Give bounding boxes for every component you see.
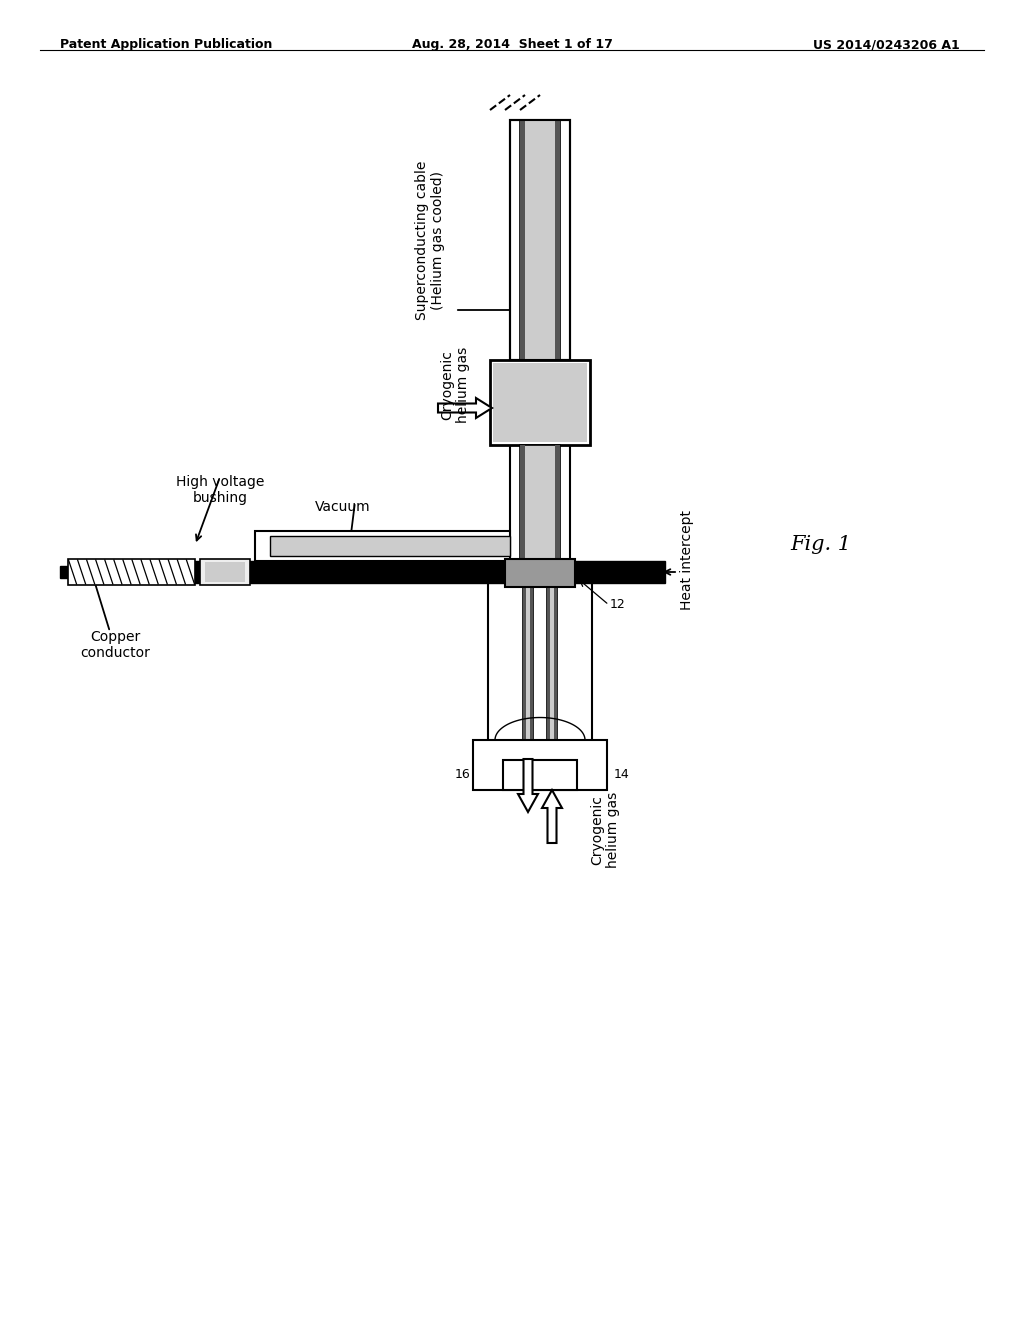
Text: Aug. 28, 2014  Sheet 1 of 17: Aug. 28, 2014 Sheet 1 of 17 bbox=[412, 38, 612, 51]
Bar bbox=[105, 561, 665, 583]
Text: US 2014/0243206 A1: US 2014/0243206 A1 bbox=[813, 38, 961, 51]
Bar bbox=[473, 741, 607, 789]
Bar bbox=[520, 445, 525, 568]
Bar bbox=[530, 587, 534, 775]
Bar bbox=[520, 445, 560, 568]
Bar bbox=[510, 445, 570, 568]
Text: Fig. 1: Fig. 1 bbox=[790, 536, 851, 554]
Text: High voltage
bushing: High voltage bushing bbox=[176, 475, 264, 506]
Polygon shape bbox=[542, 789, 562, 843]
Bar bbox=[555, 120, 560, 360]
Bar bbox=[488, 568, 592, 775]
Bar bbox=[490, 360, 590, 445]
Bar bbox=[255, 531, 510, 561]
Bar bbox=[523, 587, 534, 775]
Text: 14: 14 bbox=[614, 768, 630, 781]
Bar bbox=[520, 120, 560, 360]
Bar bbox=[510, 120, 570, 360]
Text: 16: 16 bbox=[455, 768, 470, 781]
Bar bbox=[523, 587, 526, 775]
Bar bbox=[68, 558, 195, 585]
Bar bbox=[505, 558, 575, 587]
Bar bbox=[493, 363, 587, 442]
Text: Cryogenic
helium gas: Cryogenic helium gas bbox=[440, 347, 470, 424]
Bar bbox=[270, 536, 510, 556]
Text: Copper
conductor: Copper conductor bbox=[80, 630, 150, 660]
Bar bbox=[205, 562, 245, 582]
Bar bbox=[547, 587, 557, 775]
Bar bbox=[520, 120, 525, 360]
Text: 12: 12 bbox=[610, 598, 626, 611]
Polygon shape bbox=[518, 759, 538, 812]
Bar bbox=[510, 120, 570, 360]
Bar bbox=[554, 587, 557, 775]
Bar bbox=[200, 558, 250, 585]
Text: Heat intercept: Heat intercept bbox=[680, 510, 694, 610]
Polygon shape bbox=[438, 399, 492, 418]
Text: Superconducting cable
(Helium gas cooled): Superconducting cable (Helium gas cooled… bbox=[415, 160, 445, 319]
Text: Patent Application Publication: Patent Application Publication bbox=[60, 38, 272, 51]
Text: Cryogenic
helium gas: Cryogenic helium gas bbox=[590, 792, 621, 869]
Bar bbox=[60, 566, 105, 578]
Text: Vacuum: Vacuum bbox=[315, 500, 371, 513]
Bar bbox=[555, 445, 560, 568]
Bar bbox=[547, 587, 550, 775]
Bar bbox=[503, 760, 577, 789]
